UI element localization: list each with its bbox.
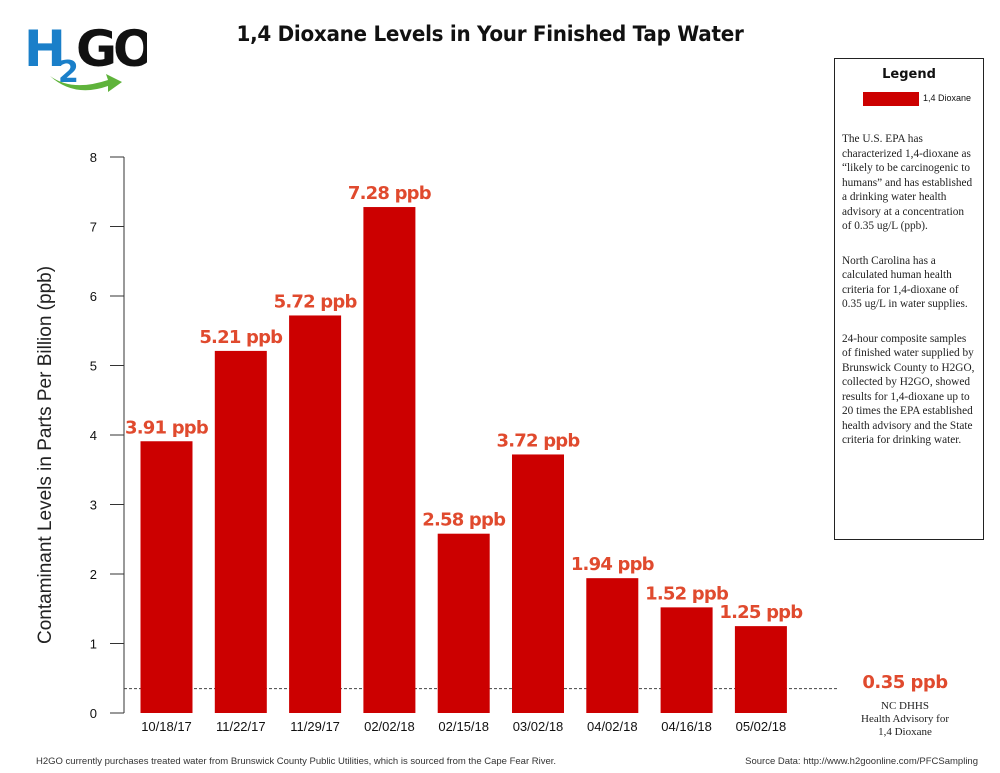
bar xyxy=(437,533,490,713)
bar-data-label: 1.94 ppb xyxy=(571,554,655,575)
bar-data-label: 3.72 ppb xyxy=(497,430,581,451)
y-tick-label: 7 xyxy=(90,220,97,235)
x-tick-label: 11/22/17 xyxy=(216,719,266,734)
bar xyxy=(289,315,342,713)
advisory-value-label: 0.35 ppb xyxy=(862,672,948,693)
bar-data-label: 5.72 ppb xyxy=(274,291,358,312)
bar xyxy=(660,607,713,713)
legend-entry-label: 1,4 Dioxane xyxy=(923,93,972,103)
footer-source-note: H2GO currently purchases treated water f… xyxy=(36,756,557,767)
epa-note: The U.S. EPA has characterized 1,4-dioxa… xyxy=(842,133,973,232)
legend-entry: 1,4 Dioxane xyxy=(835,90,983,110)
x-tick-label: 02/02/18 xyxy=(364,719,415,734)
advisory-note-line: 1,4 Dioxane xyxy=(878,726,932,738)
y-tick-label: 6 xyxy=(90,289,97,304)
y-tick-label: 2 xyxy=(90,567,97,582)
x-tick-label: 04/02/18 xyxy=(587,719,638,734)
footer-source-link: Source Data: http://www.h2goonline.com/P… xyxy=(745,756,978,767)
bar xyxy=(363,207,416,714)
bar-data-label: 1.52 ppb xyxy=(645,583,729,604)
bar xyxy=(512,454,564,713)
svg-text:GO: GO xyxy=(76,20,147,78)
bar-data-label: 2.58 ppb xyxy=(422,510,506,531)
nc-note: North Carolina has a calculated human he… xyxy=(842,254,968,311)
bar-data-label: 3.91 ppb xyxy=(125,417,209,438)
svg-text:H: H xyxy=(24,20,62,78)
bar xyxy=(734,626,787,713)
h2go-logo: H 2 GO xyxy=(24,20,147,92)
x-tick-label: 04/16/18 xyxy=(661,719,712,734)
y-tick-label: 1 xyxy=(90,637,97,652)
y-tick-label: 8 xyxy=(90,150,97,165)
y-tick-label: 5 xyxy=(90,359,97,374)
chart-bars xyxy=(140,207,787,714)
y-tick-label: 3 xyxy=(90,498,97,513)
bar-data-label: 5.21 ppb xyxy=(199,327,283,348)
bar xyxy=(586,578,639,713)
chart-data-labels: 3.91 ppb 5.21 ppb 5.72 ppb 7.28 ppb 2.58 ppb… xyxy=(125,183,804,623)
advisory-note-line: NC DHHS xyxy=(881,700,929,712)
advisory-note: NC DHHS Health Advisory for 1,4 Dioxane xyxy=(840,700,970,739)
x-tick-label: 02/15/18 xyxy=(438,719,489,734)
bar-data-label: 7.28 ppb xyxy=(348,183,432,204)
x-tick-label: 03/02/18 xyxy=(513,719,564,734)
legend-title: Legend xyxy=(882,67,936,82)
legend-notes: The U.S. EPA has characterized 1,4-dioxa… xyxy=(835,110,983,448)
chart-title: 1,4 Dioxane Levels in Your Finished Tap … xyxy=(236,22,744,46)
x-tick-label: 10/18/17 xyxy=(141,719,192,734)
legend-swatch xyxy=(863,92,919,106)
legend-panel: Legend 1,4 Dioxane The U.S. EPA has char… xyxy=(834,58,984,540)
y-tick-label: 0 xyxy=(90,706,97,721)
sampling-note: 24-hour composite samples of finished wa… xyxy=(842,332,975,447)
bar xyxy=(140,441,193,713)
advisory-note-line: Health Advisory for xyxy=(861,713,949,725)
x-tick-label: 05/02/18 xyxy=(736,719,787,734)
y-tick-label: 4 xyxy=(90,428,97,443)
bar-data-label: 1.25 ppb xyxy=(719,602,803,623)
svg-text:2: 2 xyxy=(58,55,79,90)
x-tick-label: 11/29/17 xyxy=(290,719,340,734)
bar xyxy=(214,350,267,713)
y-axis-title: Contaminant Levels in Parts Per Billion … xyxy=(35,266,56,644)
